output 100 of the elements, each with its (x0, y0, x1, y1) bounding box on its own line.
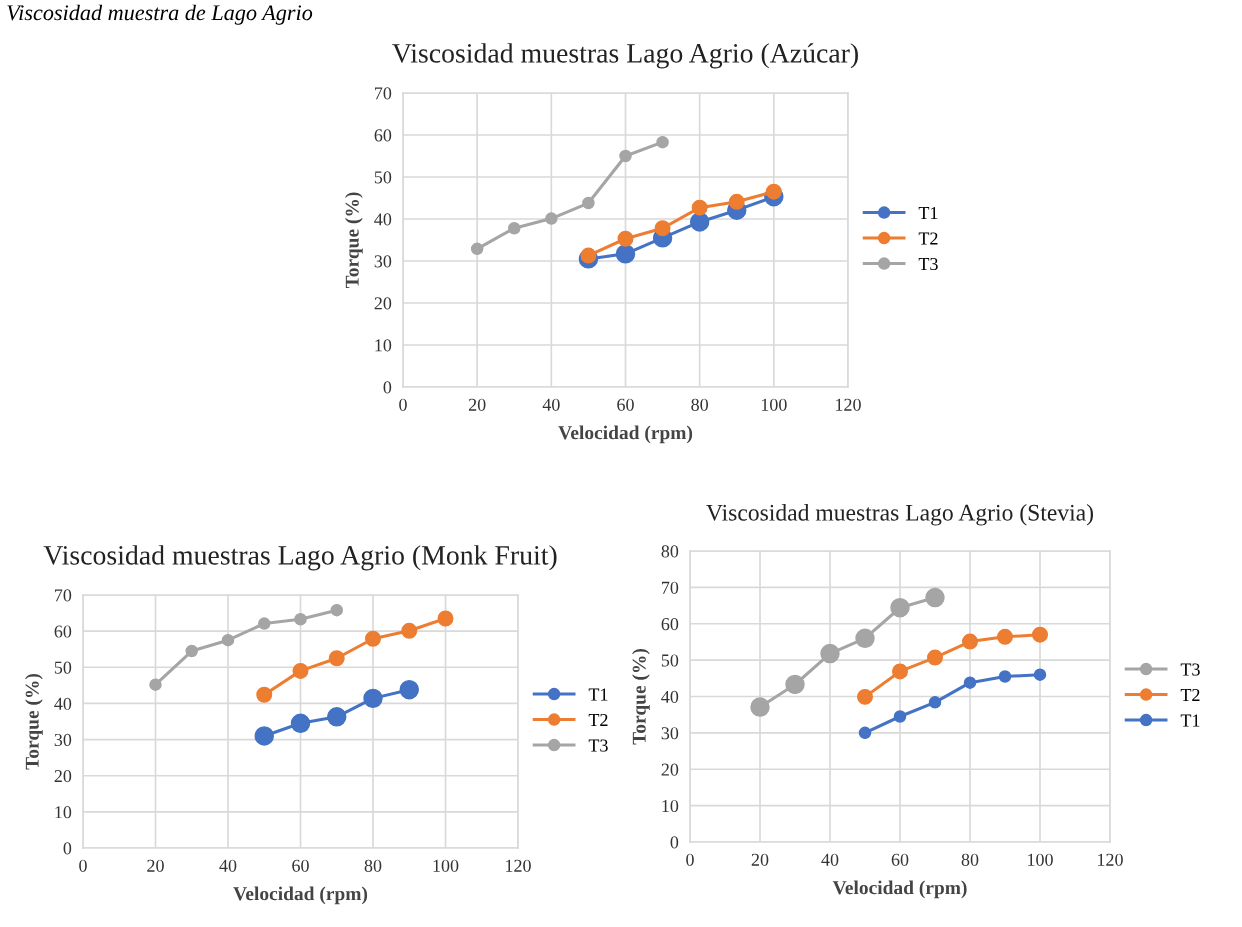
point (820, 643, 840, 664)
y-tick-label: 70 (55, 589, 72, 602)
x-tick-label: 80 (961, 853, 979, 866)
point (470, 242, 484, 256)
point (997, 628, 1013, 645)
point (580, 247, 597, 264)
legend-label: T3 (588, 739, 608, 752)
point (1032, 626, 1048, 643)
y-tick-label: 30 (374, 255, 392, 268)
y-tick-label: 20 (54, 769, 72, 783)
x-tick-label: 20 (751, 853, 769, 866)
y-tick-label: 50 (661, 654, 679, 667)
point (294, 612, 307, 626)
x-tick-label: 60 (617, 398, 634, 411)
point (928, 696, 942, 709)
point (925, 587, 945, 608)
x-tick-label: 0 (79, 859, 87, 872)
point (765, 183, 782, 200)
y-tick-label: 70 (662, 581, 679, 594)
point (998, 670, 1012, 683)
point (963, 676, 977, 689)
point (893, 710, 907, 723)
point (617, 230, 634, 247)
x-tick-label: 100 (761, 398, 787, 411)
point (327, 707, 347, 727)
x-tick-label: 0 (686, 853, 694, 866)
point (221, 633, 235, 647)
point (437, 610, 454, 627)
x-axis-title: Velocidad (rpm) (558, 425, 693, 444)
legend-label: T3 (918, 257, 938, 271)
x-tick-label: 120 (836, 398, 861, 411)
y-axis-title: Torque (%) (632, 648, 650, 745)
point (149, 678, 162, 691)
y-tick-label: 50 (374, 171, 392, 184)
legend-label: T1 (1180, 714, 1200, 727)
y-tick-label: 30 (661, 727, 679, 740)
x-tick-label: 60 (891, 853, 909, 866)
x-axis-title: Velocidad (rpm) (233, 886, 368, 905)
y-tick-label: 0 (383, 381, 392, 394)
point (619, 149, 632, 163)
x-tick-label: 0 (399, 398, 407, 411)
chart-title: Viscosidad muestras Lago Agrio (Monk Fruit) (43, 545, 557, 571)
y-axis-title: Torque (%) (25, 673, 43, 770)
point (545, 212, 558, 225)
point (654, 220, 671, 237)
point (855, 628, 875, 649)
x-tick-label: 20 (468, 398, 486, 411)
point (857, 688, 873, 705)
point (254, 726, 274, 746)
x-tick-label: 40 (542, 398, 560, 411)
point (328, 650, 345, 667)
point (1033, 668, 1047, 681)
point (728, 193, 745, 210)
x-tick-label: 40 (219, 859, 237, 872)
legend-label: T1 (588, 688, 608, 701)
y-tick-label: 70 (375, 87, 392, 100)
y-tick-label: 20 (661, 763, 679, 776)
point (365, 630, 381, 647)
legend-label: T2 (1180, 688, 1200, 701)
point (785, 674, 805, 695)
point (892, 663, 908, 680)
x-tick-label: 100 (1028, 853, 1053, 866)
point (890, 598, 910, 618)
y-tick-label: 10 (55, 806, 72, 819)
point (962, 633, 978, 650)
y-tick-label: 60 (54, 625, 72, 638)
point (689, 212, 710, 232)
y-tick-label: 40 (374, 213, 392, 226)
legend-label: T3 (1180, 663, 1200, 676)
x-axis-title: Velocidad (rpm) (832, 880, 967, 899)
x-tick-label: 60 (292, 859, 309, 872)
x-tick-label: 120 (506, 859, 531, 872)
point (363, 688, 383, 709)
point (330, 603, 344, 617)
x-tick-label: 100 (433, 859, 459, 872)
point (292, 662, 309, 679)
text: Viscosidad muestra de Lago Agrio (7, 4, 313, 25)
point (185, 644, 199, 658)
point (582, 196, 595, 210)
point (507, 221, 521, 235)
legend-label: T1 (918, 206, 938, 219)
y-tick-label: 60 (661, 618, 679, 631)
chart-title: Viscosidad muestras Lago Agrio (Stevia) (706, 504, 1093, 526)
x-tick-label: 80 (364, 859, 382, 872)
point (290, 713, 311, 734)
y-tick-label: 0 (670, 836, 679, 849)
x-tick-label: 20 (147, 859, 164, 872)
point (858, 726, 872, 740)
chart-title: Viscosidad muestras Lago Agrio (Azúcar) (392, 43, 858, 69)
legend-label: T2 (918, 232, 938, 245)
x-tick-label: 120 (1098, 853, 1123, 866)
y-tick-label: 80 (661, 545, 679, 558)
y-tick-label: 40 (54, 697, 72, 710)
y-axis-title: Torque (%) (345, 192, 363, 289)
x-tick-label: 40 (821, 853, 839, 866)
point (927, 649, 943, 666)
y-tick-label: 60 (374, 129, 392, 142)
point (401, 622, 418, 639)
x-tick-label: 80 (691, 398, 709, 411)
y-tick-label: 10 (375, 339, 392, 352)
